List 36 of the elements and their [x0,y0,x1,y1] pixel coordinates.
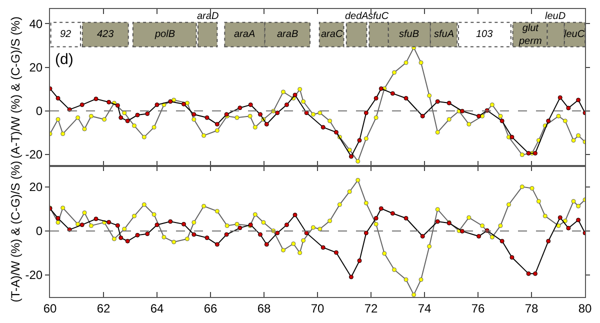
band-label: araB [277,29,298,40]
x-tick-label: 74 [418,301,432,316]
band-label: araC [321,29,344,40]
band-label: sfuA [434,29,454,40]
y-tick-label: 0 [36,224,43,238]
x-tick-label: 64 [150,301,164,316]
x-tick-label: 70 [310,301,324,316]
x-tick-label: 60 [43,301,57,316]
band-label: araA [234,29,256,40]
x-tick-label: 80 [578,301,592,316]
band-label: glut perm [518,23,542,47]
y-axis-title: (A-T)/W (%) & (C-G)/S (%) [8,16,23,159]
y-tick-label: 40 [29,16,43,31]
band-label: dedA [345,11,369,22]
y-tick-label: 20 [29,180,43,194]
band-label: leuD [545,11,566,22]
x-tick-label: 72 [364,301,378,316]
band-label: 103 [476,29,494,40]
band-label: sfuB [399,29,420,40]
band-label: araD [197,11,219,22]
y-tick-label: 0 [36,104,43,118]
x-tick-label: 62 [96,301,110,316]
band-label: 423 [97,29,114,40]
x-tick-label: 78 [524,301,538,316]
band-label: leuC [564,29,586,40]
x-tick-label: 68 [257,301,271,316]
x-tick-label: 66 [204,301,218,316]
band-label: polB [154,29,176,40]
annotation: (d) [55,51,74,68]
band-label: sfuC [368,11,390,22]
band-label: 92 [60,29,72,40]
x-tick-label: 76 [471,301,485,316]
y-tick-label: 20 [29,60,43,74]
y-tick-label: -20 [25,148,43,162]
y-tick-label: -20 [25,268,43,282]
y-axis-title: (T-A)/W (%) & (C-G)/S (%) [8,160,23,302]
